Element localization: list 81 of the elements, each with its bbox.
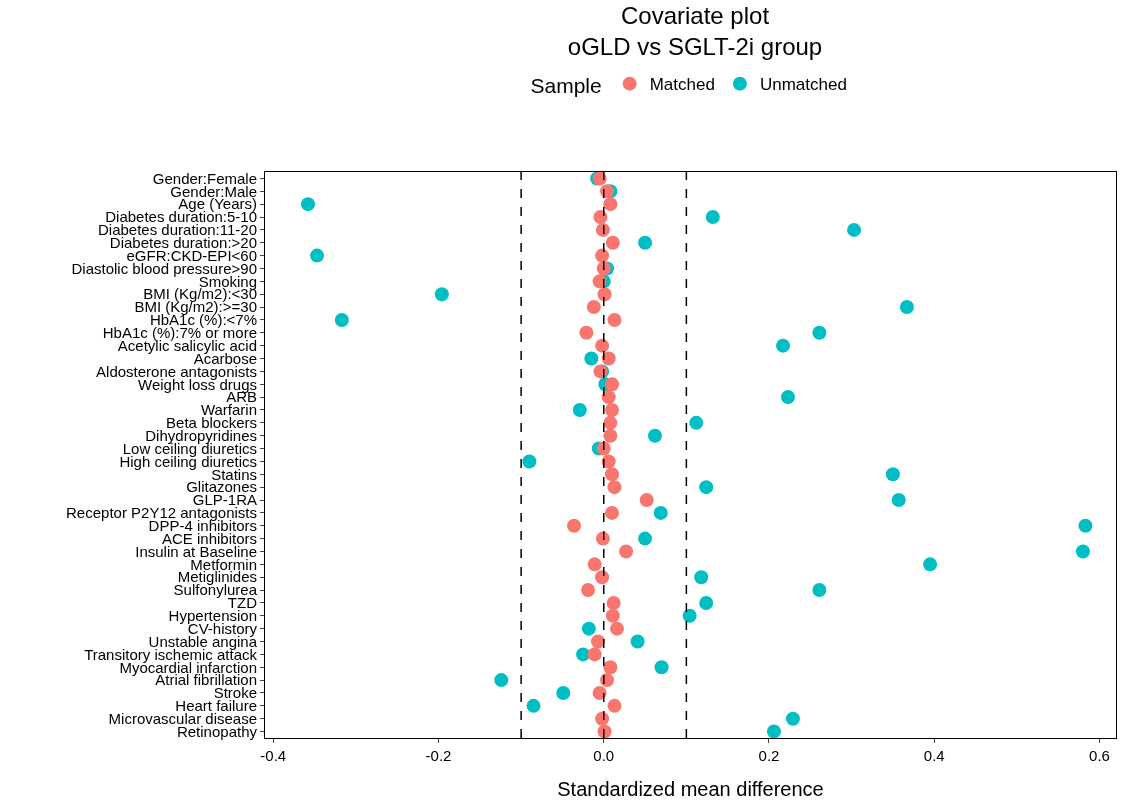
point (434, 287, 449, 302)
point (630, 634, 645, 649)
point (609, 621, 624, 636)
chart-title: Covariate plot oGLD vs SGLT-2i group (567, 2, 823, 61)
point (579, 325, 594, 340)
point (653, 505, 668, 520)
x-tick-label: 0.0 (593, 747, 615, 764)
point (581, 583, 596, 598)
point (885, 467, 900, 482)
x-tick-label: -0.2 (425, 747, 452, 764)
point (603, 428, 618, 443)
point (781, 390, 795, 405)
point (556, 685, 571, 700)
point (654, 660, 669, 675)
point (689, 415, 704, 430)
point (603, 197, 618, 212)
point (705, 210, 720, 225)
point (1075, 544, 1090, 559)
x-axis-title: Standardized mean difference (557, 778, 824, 800)
point (603, 660, 618, 675)
point (923, 557, 938, 572)
point (619, 544, 634, 559)
point (605, 377, 620, 392)
x-tick-label: 0.2 (758, 747, 780, 764)
point (639, 493, 654, 508)
point (607, 698, 622, 713)
x-tick-label: 0.6 (1089, 747, 1110, 764)
point (595, 570, 610, 585)
point (593, 210, 608, 225)
point (494, 673, 509, 688)
legend-title: Sample (530, 74, 602, 98)
point (605, 467, 620, 482)
point (638, 531, 653, 546)
point (766, 724, 781, 739)
point (812, 325, 827, 340)
point (812, 583, 827, 598)
point (597, 287, 612, 302)
point (581, 621, 596, 636)
point (899, 300, 914, 315)
point (1078, 518, 1093, 533)
point (682, 608, 697, 623)
point (572, 402, 587, 417)
point (847, 222, 862, 237)
point (592, 685, 607, 700)
legend-label: Unmatched (759, 75, 847, 95)
point (699, 595, 714, 610)
point (776, 338, 791, 353)
point (595, 338, 610, 353)
point (567, 518, 581, 533)
x-tick-label: 0.4 (923, 747, 945, 764)
y-tick-label: Diabetes duration:>20 (109, 234, 257, 251)
point (785, 711, 800, 726)
point (587, 557, 602, 572)
point (601, 390, 616, 405)
point (606, 595, 621, 610)
point (605, 235, 620, 250)
point (300, 197, 315, 212)
point (638, 235, 653, 250)
point (526, 698, 541, 713)
point (694, 570, 709, 585)
point (891, 493, 906, 508)
point (586, 300, 601, 315)
point (699, 480, 714, 495)
point (522, 454, 537, 469)
point (605, 505, 620, 520)
point (603, 415, 618, 430)
point (605, 608, 620, 623)
point (607, 312, 622, 327)
x-tick-label: -0.4 (260, 747, 287, 764)
point (310, 248, 325, 263)
point (334, 312, 349, 327)
point (576, 647, 591, 662)
y-tick-label: Gender:Female (152, 169, 257, 187)
point (605, 402, 620, 417)
point (607, 480, 622, 495)
point (647, 428, 662, 443)
point (590, 634, 605, 649)
point (587, 647, 602, 662)
legend-label: Matched (649, 75, 715, 95)
point (584, 351, 599, 366)
point (595, 248, 610, 263)
